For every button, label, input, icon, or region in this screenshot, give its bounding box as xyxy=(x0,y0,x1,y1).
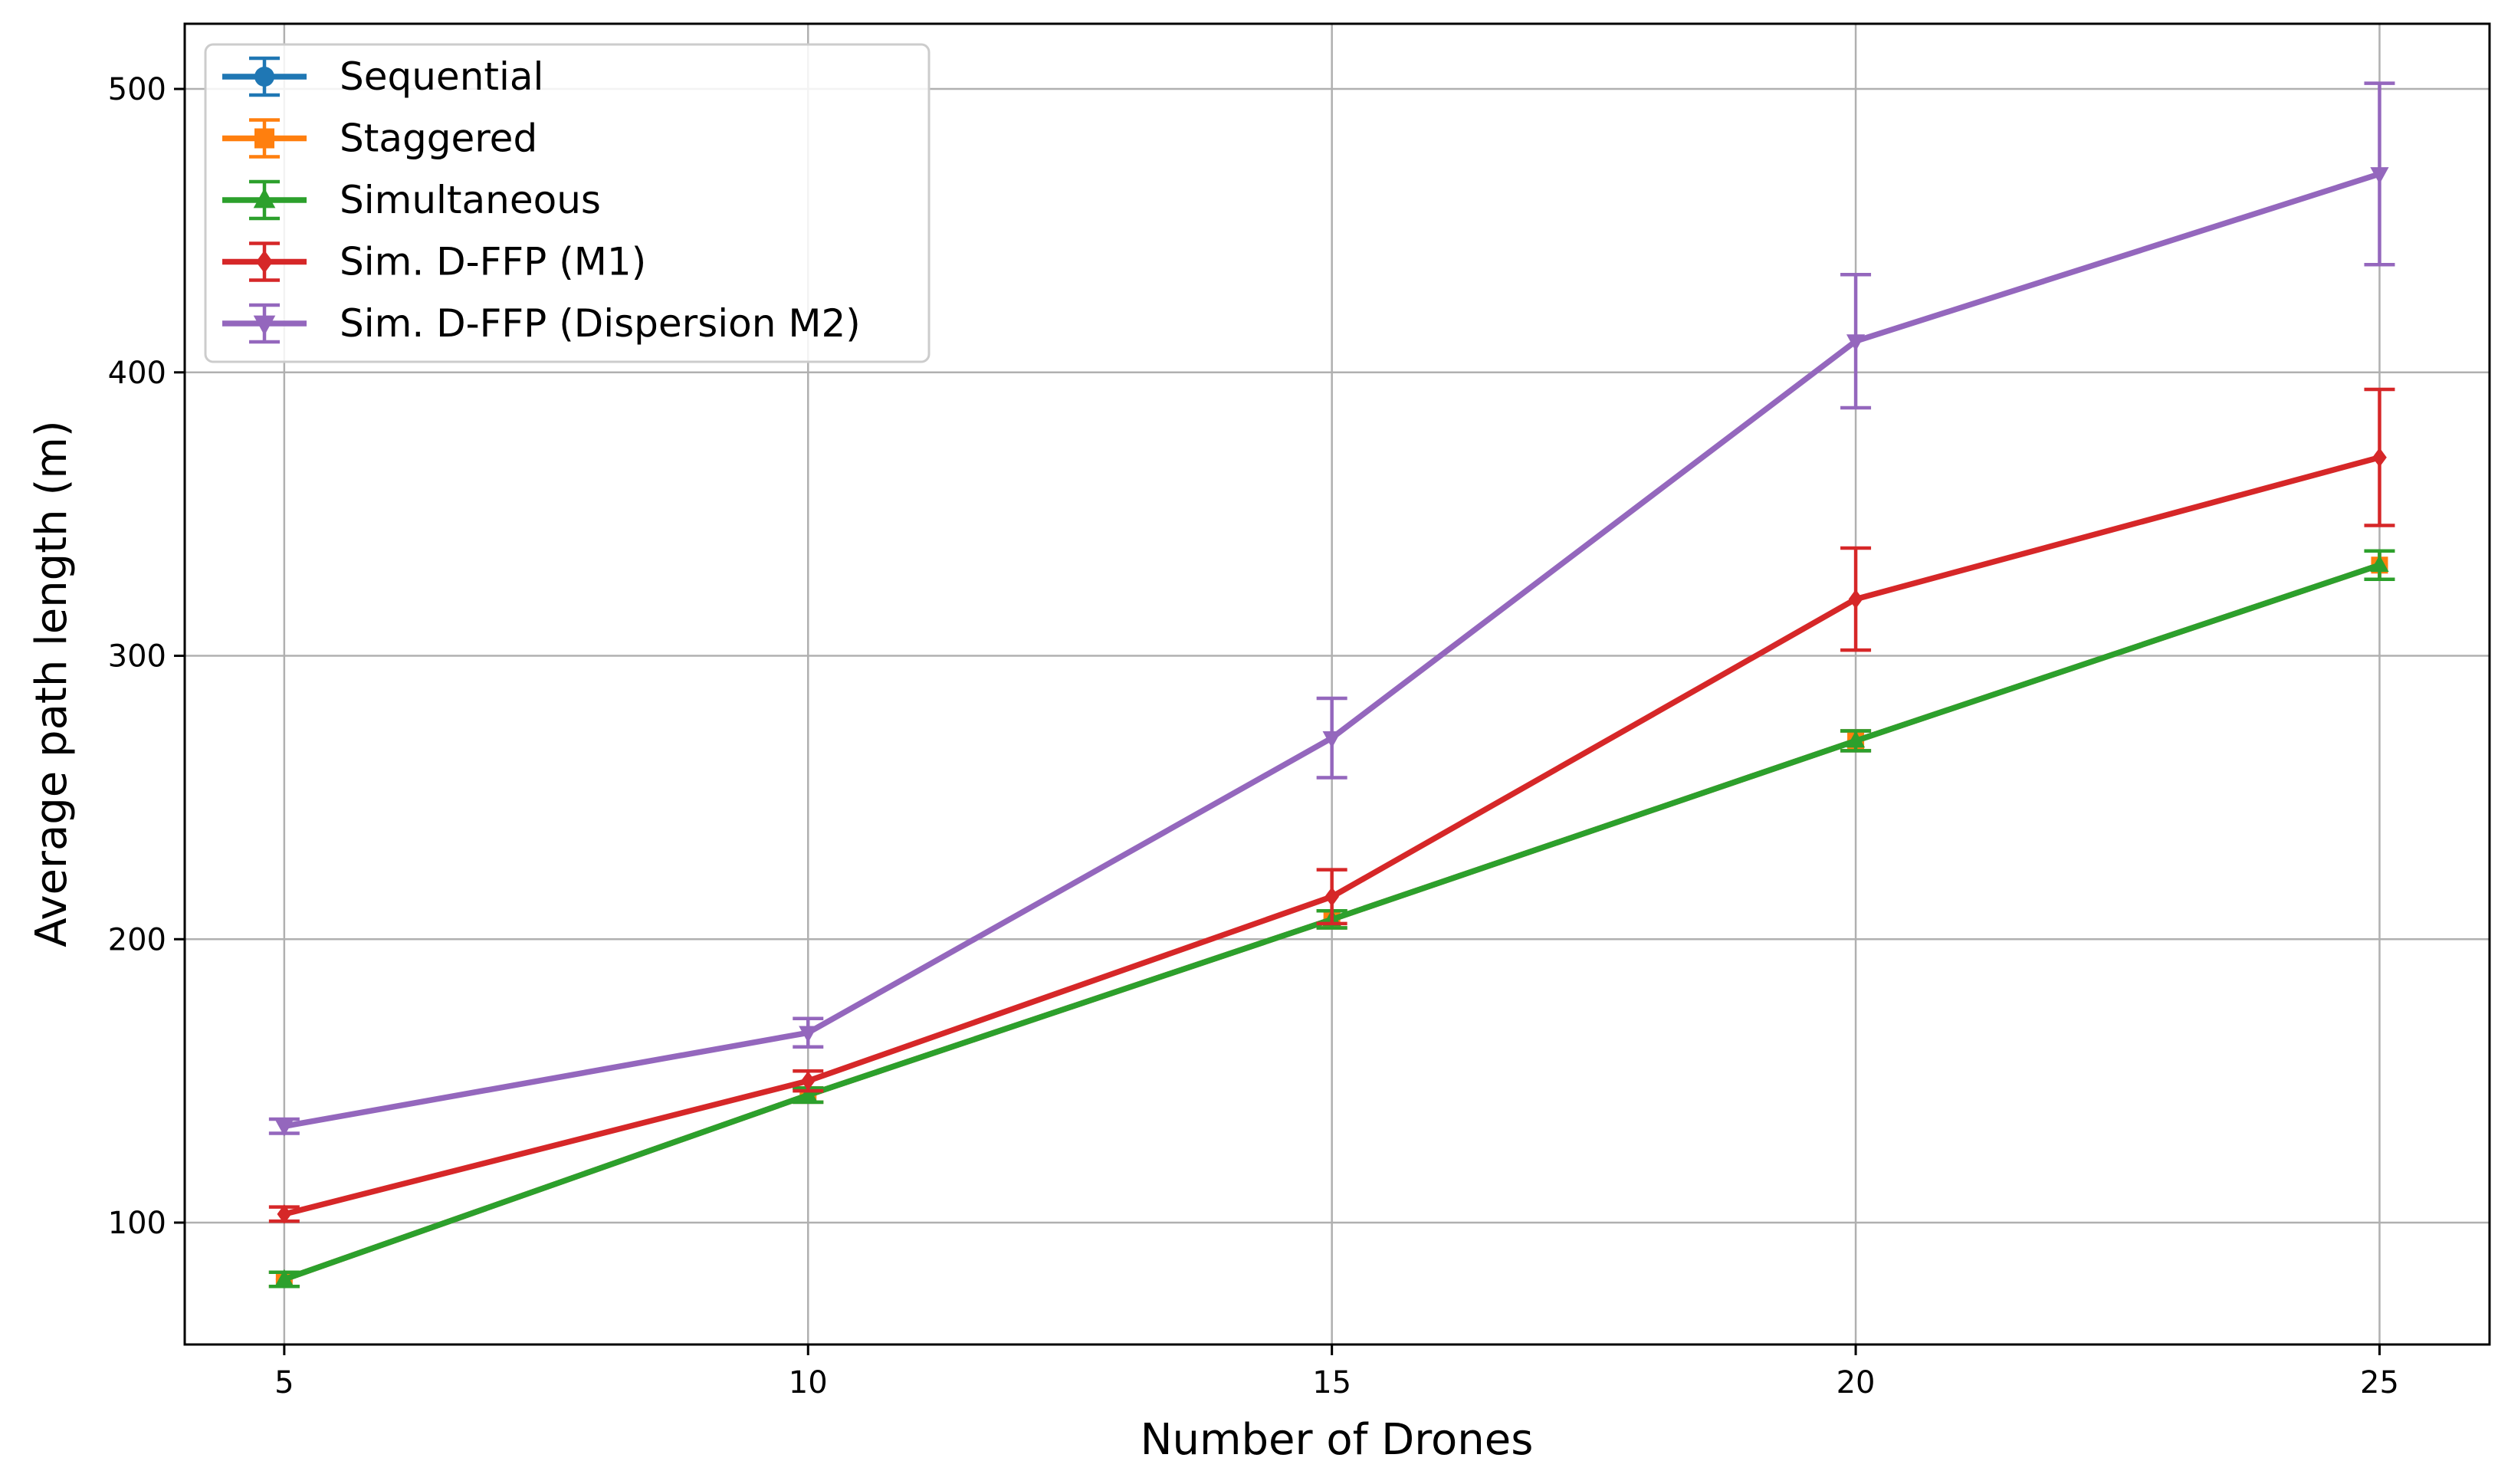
y-tick-label: 200 xyxy=(108,922,166,957)
x-tick-label: 15 xyxy=(1312,1365,1351,1400)
data-point xyxy=(274,1269,294,1286)
data-point xyxy=(1846,334,1866,352)
plot-frame xyxy=(183,22,2491,1346)
y-axis-label: Average path length (m) xyxy=(27,420,77,947)
series-layer xyxy=(268,81,2395,1289)
x-tick-label: 10 xyxy=(789,1365,828,1400)
series-sim-d-ffp-dispersion-m2 xyxy=(268,81,2395,1137)
legend-marker xyxy=(255,250,274,274)
legend-marker xyxy=(254,67,274,87)
x-tick-label: 25 xyxy=(2360,1365,2399,1400)
data-point xyxy=(1324,887,1340,907)
legend-marker xyxy=(253,188,276,208)
legend-marker xyxy=(254,128,274,149)
data-point xyxy=(2372,448,2387,468)
x-tick-label: 20 xyxy=(1836,1365,1876,1400)
data-point xyxy=(1846,731,1866,748)
data-point xyxy=(274,1119,294,1137)
y-tick-label: 300 xyxy=(108,639,166,675)
data-point xyxy=(2370,167,2389,185)
legend: Sequential Staggered Simultaneous Sim. D-FF… xyxy=(204,43,931,363)
series-sim-d-ffp-m1 xyxy=(268,387,2395,1224)
x-axis-label: Number of Drones xyxy=(1141,1415,1534,1465)
y-tick-label: 500 xyxy=(108,72,166,107)
data-point xyxy=(799,1085,818,1102)
legend-label: Simultaneous xyxy=(340,178,601,222)
data-point xyxy=(800,1071,816,1091)
legend-label: Sim. D-FFP (M1) xyxy=(340,240,646,284)
legend-frame xyxy=(204,43,931,363)
data-point xyxy=(2370,555,2389,573)
data-point xyxy=(1322,731,1341,748)
data-point xyxy=(277,1204,292,1224)
legend-label: Sim. D-FFP (Dispersion M2) xyxy=(340,301,861,346)
legend-label: Sequential xyxy=(340,54,543,99)
y-tick-label: 100 xyxy=(108,1206,166,1241)
axis-layer: 5 10 15 20 25 100 200 300 400 500 xyxy=(108,72,2399,1400)
data-point xyxy=(1848,589,1863,609)
x-tick-label: 5 xyxy=(274,1365,294,1400)
y-tick-label: 400 xyxy=(108,356,166,391)
legend-label: Staggered xyxy=(340,117,537,161)
data-point xyxy=(799,1026,818,1043)
legend-marker xyxy=(253,315,276,336)
